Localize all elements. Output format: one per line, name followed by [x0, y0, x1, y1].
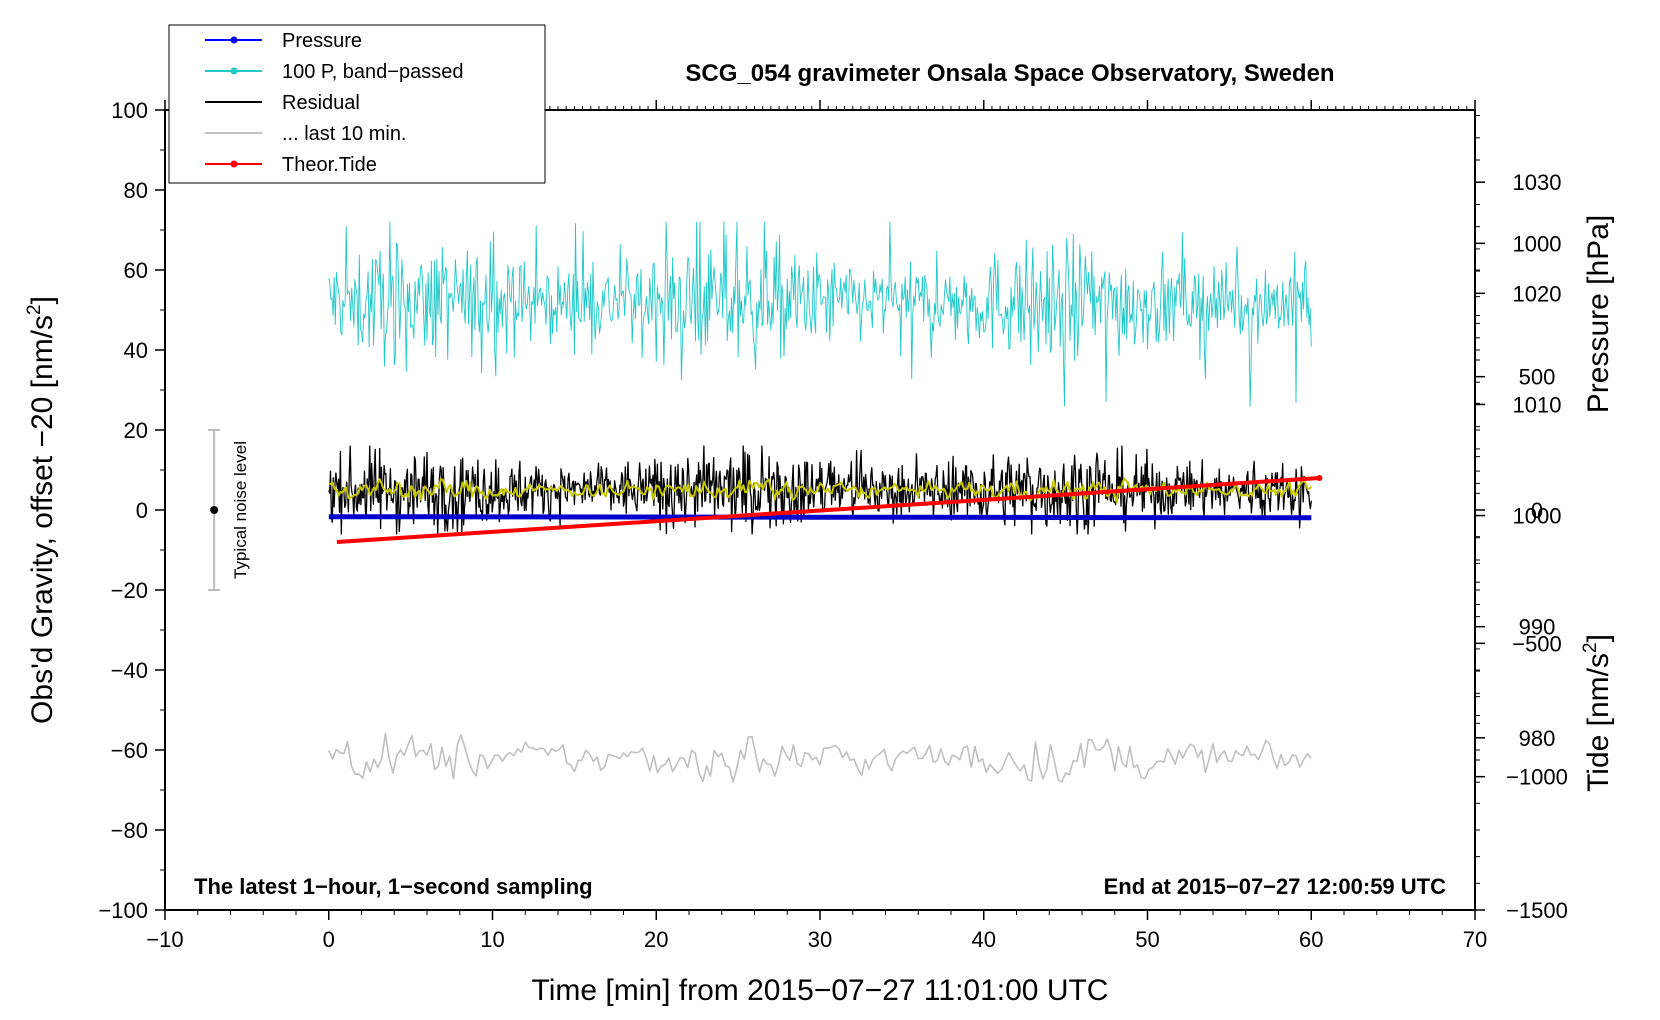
legend-label: Residual: [282, 92, 360, 114]
legend-label: Pressure: [282, 30, 362, 52]
x-axis-title: Time [min] from 2015−07−27 11:01:00 UTC: [532, 974, 1109, 1007]
legend-box: [168, 24, 546, 184]
series-theor-tide: [336, 476, 1320, 544]
x-tick-label: 50: [1135, 927, 1159, 952]
note-end-time: End at 2015−07−27 12:00:59 UTC: [1104, 874, 1447, 899]
y-pressure-tick-label: 990: [1519, 615, 1556, 640]
legend-label: ... last 10 min.: [282, 123, 407, 145]
y-axis-title-pressure: Pressure [hPa]: [1582, 215, 1615, 413]
legend-label: Theor.Tide: [282, 154, 377, 176]
y-axis-title-tide: Tide [nm/s2]: [1580, 634, 1615, 792]
legend-marker: [230, 160, 238, 168]
ticks-layer: −10 0 10 20 30 40 50 60 70100806040200−20−40−60−…: [98, 98, 1567, 952]
noise-marker: Typical noise level: [208, 429, 250, 591]
chart-title: SCG_054 gravimeter Onsala Space Observat…: [685, 60, 1334, 87]
y-tide-tick-label: −1000: [1506, 765, 1568, 790]
noise-label: Typical noise level: [231, 441, 250, 579]
y-axis-title-main-close: ]: [26, 296, 59, 304]
y-axis-title-tide-sup: 2: [1580, 642, 1601, 653]
series-layer: [328, 221, 1323, 783]
x-tick-label: −10: [146, 927, 183, 952]
legend: Pressure 100 P, band−passed Residual ... la…: [168, 24, 546, 184]
y-main-tick-label: −60: [111, 738, 148, 763]
y-pressure-tick-label: 1010: [1513, 392, 1562, 417]
y-pressure-tick-label: 1030: [1513, 170, 1562, 195]
x-tick-label: 10: [480, 927, 504, 952]
y-tide-tick-label: −500: [1512, 631, 1562, 656]
note-sampling: The latest 1−hour, 1−second sampling: [194, 874, 593, 899]
legend-label: 100 P, band−passed: [282, 61, 463, 83]
series-residual-smoothed: [328, 477, 1313, 504]
y-axis-title-main-text: Obs'd Gravity, offset −20 [nm/s: [26, 315, 59, 724]
legend-marker: [230, 67, 238, 75]
series--last-10-min-: [328, 732, 1312, 783]
y-tide-tick-label: −1500: [1506, 898, 1568, 923]
y-main-tick-label: −80: [111, 818, 148, 843]
y-main-tick-label: −40: [111, 658, 148, 683]
y-pressure-tick-label: 980: [1519, 726, 1556, 751]
x-tick-label: 60: [1299, 927, 1323, 952]
y-axis-title-main-sup: 2: [24, 304, 45, 315]
x-tick-label: 40: [972, 927, 996, 952]
x-tick-label: 30: [808, 927, 832, 952]
y-main-tick-label: 80: [124, 178, 148, 203]
y-pressure-tick-label: 1020: [1513, 281, 1562, 306]
y-pressure-tick-label: 1000: [1513, 504, 1562, 529]
x-tick-label: 20: [644, 927, 668, 952]
y-main-tick-label: 60: [124, 258, 148, 283]
y-axis-title-tide-close: ]: [1582, 634, 1615, 642]
y-axis-title-tide-text: Tide [nm/s: [1582, 653, 1615, 792]
y-tide-tick-label: 1000: [1513, 231, 1562, 256]
noise-center-point: [210, 506, 219, 514]
x-tick-label: 70: [1463, 927, 1487, 952]
series-residual: [328, 445, 1312, 535]
y-main-tick-label: 40: [124, 338, 148, 363]
series-100-p-band-passed: [328, 221, 1312, 407]
series-pressure: [328, 514, 1312, 521]
y-axis-title-main: Obs'd Gravity, offset −20 [nm/s2]: [24, 296, 59, 724]
y-tide-tick-label: 500: [1519, 365, 1556, 390]
y-main-tick-label: 100: [111, 98, 148, 123]
x-tick-label: 0: [323, 927, 335, 952]
y-tide-tick-label: 0: [1531, 498, 1543, 523]
tide-end-point: [1316, 475, 1323, 481]
y-main-tick-label: −20: [111, 578, 148, 603]
legend-marker: [230, 36, 238, 44]
y-main-tick-label: 0: [136, 498, 148, 523]
y-main-tick-label: −100: [98, 898, 148, 923]
y-main-tick-label: 20: [124, 418, 148, 443]
